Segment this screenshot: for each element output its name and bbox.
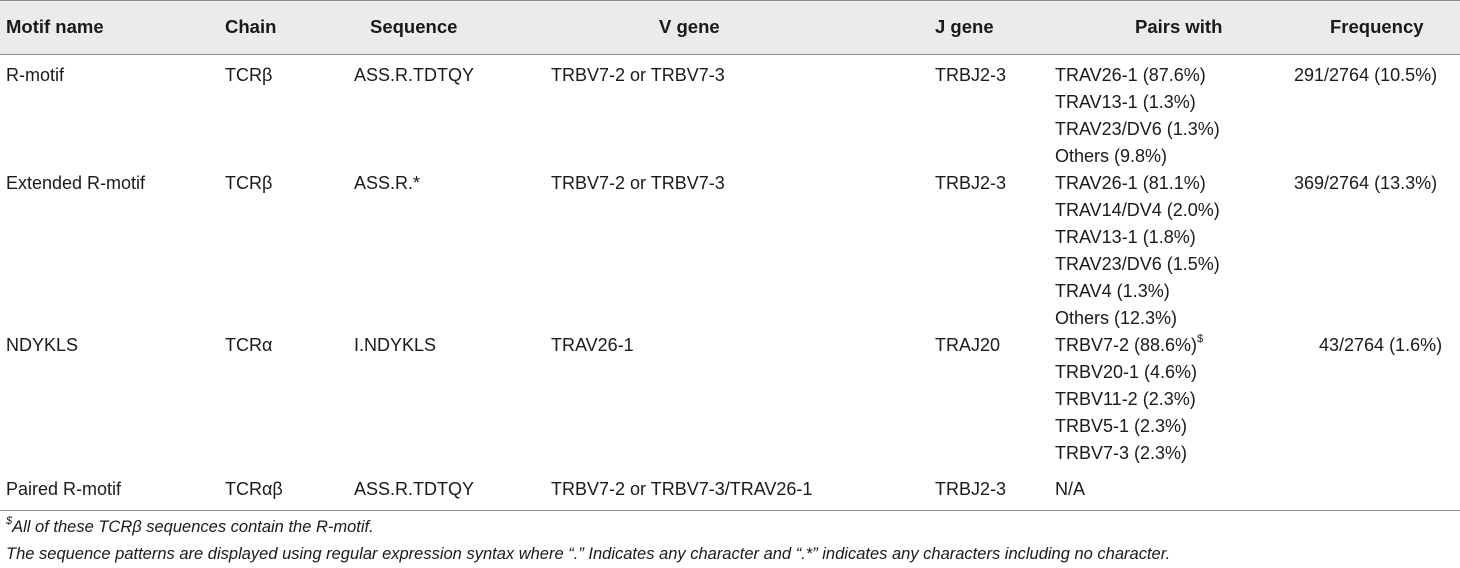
header-sequence: Sequence — [370, 16, 458, 37]
pair-item: TRBV11-2 (2.3%) — [1055, 389, 1196, 409]
pair-item: TRAV14/DV4 (2.0%) — [1055, 200, 1220, 220]
row-3-motif: NDYKLS — [6, 335, 79, 355]
row-3-pairs: TRBV7-2 (88.6%)$ TRBV20-1 (4.6%) TRBV11-… — [1055, 332, 1203, 467]
row-2-pairs: TRAV26-1 (81.1%) TRAV14/DV4 (2.0%) TRAV1… — [1055, 170, 1220, 332]
pair-item: N/A — [1055, 479, 1086, 499]
footnote-symbol: $ — [6, 514, 13, 527]
header-pairs-with: Pairs with — [1135, 16, 1223, 37]
row-1-j-gene: TRBJ2-3 — [935, 65, 1007, 85]
header-chain: Chain — [225, 16, 277, 37]
header-motif-name: Motif name — [6, 16, 104, 37]
pair-item: TRAV4 (1.3%) — [1055, 281, 1170, 301]
footnote-2: The sequence patterns are displayed usin… — [6, 545, 1171, 563]
row-3-j-gene: TRAJ20 — [935, 335, 1001, 355]
pair-item: Others (12.3%) — [1055, 308, 1178, 328]
pair-item: TRBV5-1 (2.3%) — [1055, 416, 1188, 436]
row-1-sequence: ASS.R.TDTQY — [354, 65, 475, 85]
footnote-1-text: All of these TCRβ sequences contain the … — [12, 518, 374, 536]
row-3-chain: TCRα — [225, 335, 273, 355]
row-4-motif: Paired R-motif — [6, 479, 122, 499]
row-2-sequence: ASS.R.* — [354, 173, 421, 193]
row-4-v-gene: TRBV7-2 or TRBV7-3/TRAV26-1 — [551, 479, 813, 499]
pair-item: TRBV7-3 (2.3%) — [1055, 443, 1188, 463]
row-1-motif: R-motif — [6, 65, 64, 85]
pair-item: TRAV23/DV6 (1.3%) — [1055, 119, 1220, 139]
table-header-row — [0, 0, 1460, 54]
footnote-marker: $ — [1197, 333, 1204, 345]
row-2-motif: Extended R-motif — [6, 173, 146, 193]
row-3-sequence: I.NDYKLS — [354, 335, 437, 355]
row-1-frequency: 291/2764 (10.5%) — [1294, 65, 1438, 85]
pair-item: TRBV20-1 (4.6%) — [1055, 362, 1198, 382]
header-j-gene: J gene — [935, 16, 994, 37]
row-2-frequency: 369/2764 (13.3%) — [1294, 173, 1438, 193]
row-4-chain: TCRαβ — [225, 479, 283, 499]
row-2-v-gene: TRBV7-2 or TRBV7-3 — [551, 173, 725, 193]
pair-item: TRAV23/DV6 (1.5%) — [1055, 254, 1220, 274]
row-1-pairs: TRAV26-1 (87.6%) TRAV13-1 (1.3%) TRAV23/… — [1055, 62, 1220, 170]
header-frequency: Frequency — [1330, 16, 1424, 37]
footnote-1: $All of these TCRβ sequences contain the… — [6, 515, 374, 540]
pair-item: TRAV26-1 (87.6%) — [1055, 65, 1206, 85]
pair-item: TRAV13-1 (1.3%) — [1055, 92, 1196, 112]
header-v-gene: V gene — [659, 16, 720, 37]
top-rule — [0, 0, 1460, 1]
pair-item: TRBV7-2 (88.6%)$ — [1055, 332, 1203, 359]
pair-item: TRAV26-1 (81.1%) — [1055, 173, 1206, 193]
row-3-v-gene: TRAV26-1 — [551, 335, 634, 355]
pair-item-text: TRBV7-2 (88.6%) — [1055, 335, 1198, 355]
row-4-j-gene: TRBJ2-3 — [935, 479, 1007, 499]
header-rule — [0, 54, 1460, 55]
row-2-chain: TCRβ — [225, 173, 273, 193]
row-4-sequence: ASS.R.TDTQY — [354, 479, 475, 499]
pair-item: TRAV13-1 (1.8%) — [1055, 227, 1196, 247]
pair-item: Others (9.8%) — [1055, 146, 1168, 166]
row-3-frequency: 43/2764 (1.6%) — [1319, 335, 1443, 355]
row-4-pairs: N/A — [1055, 476, 1085, 503]
row-2-j-gene: TRBJ2-3 — [935, 173, 1007, 193]
row-1-v-gene: TRBV7-2 or TRBV7-3 — [551, 65, 725, 85]
row-1-chain: TCRβ — [225, 65, 273, 85]
bottom-rule — [0, 510, 1460, 511]
